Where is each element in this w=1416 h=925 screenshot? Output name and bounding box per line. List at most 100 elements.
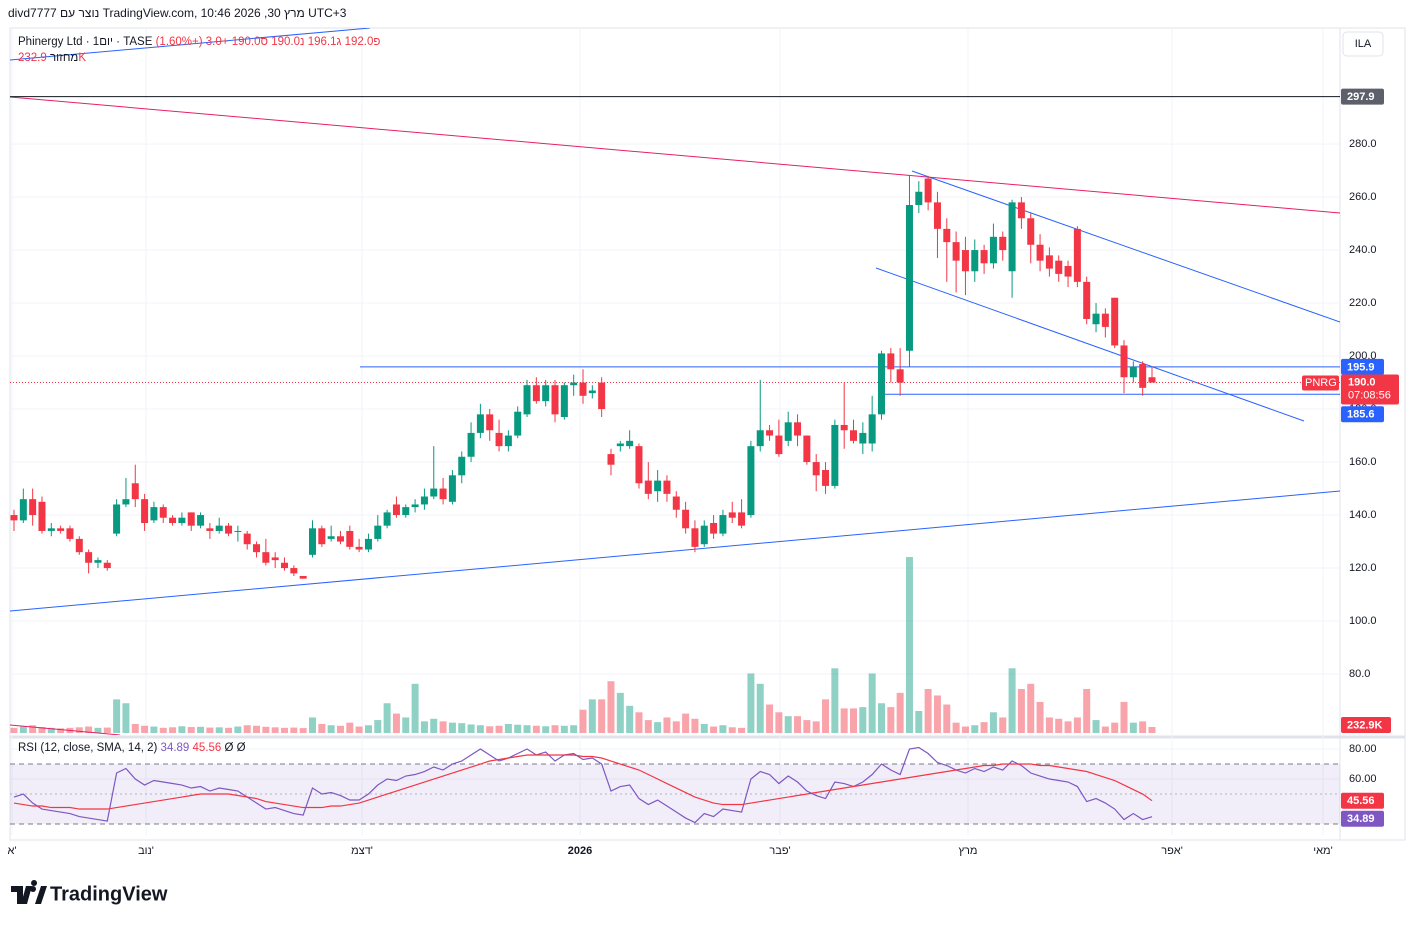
candle-body [290,568,298,574]
candle-body [654,480,662,492]
candle-body [169,517,177,524]
candle-body [364,538,372,550]
volume-bar [1092,720,1100,733]
volume-bar [822,699,830,733]
candle-body [896,369,904,383]
volume-bar [626,705,634,733]
volume-bar [877,703,885,733]
candle-body [1083,281,1091,319]
candle-body [94,560,102,563]
rsi-tick-label: 80.00 [1349,743,1377,755]
volume-bar [1083,689,1091,733]
time-label: פבר' [769,845,790,857]
candle-body [831,424,839,486]
candle-body [47,528,55,531]
volume-bar [924,689,932,733]
candle-body [150,507,158,521]
legend-ohlc: נ190.0 [271,36,304,48]
volume-badge: 232.9K [1347,719,1383,731]
volume-bar [598,699,606,733]
volume-bar [355,726,363,733]
volume-bar [169,727,177,733]
volume-bar [794,716,802,733]
volume-bar [700,723,708,733]
candle-body [318,528,326,545]
currency-button[interactable] [1342,31,1384,57]
volume-bar [672,721,680,733]
candle-body [458,456,466,476]
legend-ohlc: ס190.0 [232,36,268,48]
candle-body [187,512,195,526]
rsi-badge-bg [1341,810,1384,827]
candle-body [1027,218,1035,245]
volume-bar [225,727,233,733]
volume-bar [691,718,699,733]
candle-body [103,562,111,569]
candle-body [1129,366,1137,378]
volume-bar [896,692,904,733]
legend-ohlc: ג196.1 [308,36,342,48]
volume-bar [38,727,46,733]
candle-body [271,557,279,561]
candle-body [467,432,475,457]
candle-body [672,496,680,510]
legend-ohlc: פ192.0 [345,36,381,48]
volume-bar [1139,721,1147,733]
candle-body [1064,265,1072,277]
y-tick-label: 120.0 [1349,562,1377,574]
candle-body [113,504,121,534]
volume-bar [560,725,568,733]
volume-bar [952,722,960,733]
volume-bar [644,720,652,733]
volume-layer [10,557,1156,733]
volume-bar [999,717,1007,733]
volume-bar [1027,683,1035,733]
level-badge: 185.6 [1347,409,1375,421]
volume-bar [1120,701,1128,733]
candle-body [439,488,447,500]
frame [9,27,1406,841]
volume-bar [523,725,531,733]
last-price-bg [1341,374,1399,405]
rsi-line [13,754,1153,810]
volume-bar [915,711,923,733]
volume-bar [75,727,83,733]
volume-bar [542,726,550,733]
y-tick-label: 160.0 [1349,456,1377,468]
candle-body [1148,377,1156,383]
rsi-tick-label: 60.00 [1349,773,1377,785]
volume-bar [122,703,130,733]
candle-body [355,546,363,550]
candle-body [840,424,848,431]
volume-bar [943,704,951,733]
candle-body [989,236,997,264]
volume-bar [551,725,559,733]
brand: TradingView [50,883,168,905]
candle-body [75,538,83,553]
candle-body [607,454,615,465]
candle-body [803,435,811,463]
candle-body [243,533,251,545]
candle-body [299,576,307,579]
trend-line [875,267,1305,422]
candle-body [523,385,531,415]
candle-body [905,205,913,351]
logo-mark [11,880,38,904]
candle-body [775,435,783,455]
candle-body [738,512,746,526]
candle-body [719,515,727,534]
volume-bar [402,717,410,733]
volume-bar [103,727,111,733]
volume-bar [738,727,746,733]
candle-body [29,499,37,516]
volume-bar [495,725,503,733]
candle-body [859,432,867,444]
volume-bar [141,725,149,733]
volume-bar [299,728,307,733]
y-tick-label: 260.0 [1349,191,1377,203]
volume-bar [262,726,270,733]
volume-bar [663,717,671,733]
volume-bar [131,723,139,733]
symbol-tag: PNRG [1305,377,1337,389]
currency[interactable]: ILA [1355,38,1372,50]
